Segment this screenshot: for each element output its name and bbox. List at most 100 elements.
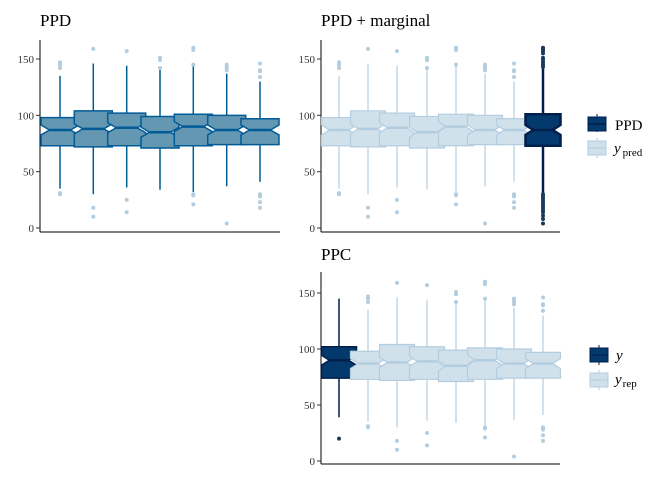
outlier-point xyxy=(337,66,341,71)
outlier-point xyxy=(483,279,487,284)
outlier-point xyxy=(541,302,545,307)
legend-key-y xyxy=(589,345,609,365)
outlier-point xyxy=(395,49,399,54)
outlier-point xyxy=(337,191,341,196)
box-body xyxy=(40,116,80,147)
outlier-point xyxy=(191,192,196,197)
box xyxy=(240,61,280,210)
outlier-point xyxy=(395,438,399,443)
outlier-point xyxy=(425,431,429,435)
outlier-point xyxy=(366,214,370,219)
outlier-point xyxy=(454,62,458,67)
outlier-point xyxy=(483,435,487,440)
y-tick-label: 150 xyxy=(299,288,316,300)
outlier-point xyxy=(454,192,458,197)
legend-key-ppd xyxy=(587,114,607,132)
box xyxy=(466,62,504,226)
outlier-point xyxy=(158,55,162,60)
outlier-point xyxy=(395,210,399,215)
y-tick-label: 0 xyxy=(29,223,35,235)
box xyxy=(73,46,114,219)
box xyxy=(349,294,387,430)
outlier-point xyxy=(224,62,229,67)
outlier-point xyxy=(191,45,196,50)
outlier-point xyxy=(395,197,399,202)
box xyxy=(408,55,446,190)
legend: PPD y pred xyxy=(587,114,643,159)
box xyxy=(173,45,214,207)
outlier-point xyxy=(191,202,196,207)
box xyxy=(466,279,504,440)
boxes xyxy=(320,45,562,226)
box xyxy=(524,295,562,443)
box xyxy=(320,60,358,197)
outlier-point xyxy=(541,45,545,50)
y-tick-label: 0 xyxy=(310,223,316,235)
outlier-point xyxy=(337,436,341,441)
y-tick-label: 150 xyxy=(299,54,316,66)
legend-label: PPD xyxy=(615,118,643,134)
outlier-point xyxy=(58,66,62,71)
outlier-point xyxy=(395,280,399,285)
outlier-point xyxy=(512,75,516,80)
outlier-point xyxy=(158,66,162,71)
outlier-point xyxy=(512,200,516,205)
box-body xyxy=(524,351,562,379)
outlier-point xyxy=(512,454,516,459)
outlier-point xyxy=(541,438,545,443)
box xyxy=(140,55,180,190)
box xyxy=(206,62,247,226)
outlier-point xyxy=(483,221,487,226)
legend-label: y xyxy=(614,348,623,364)
outlier-point xyxy=(425,66,429,71)
outlier-point xyxy=(425,55,429,60)
y-tick-label: 100 xyxy=(18,110,35,122)
outlier-point xyxy=(337,60,341,65)
legend-label: y pred xyxy=(612,141,643,159)
y-tick-label: 50 xyxy=(23,167,35,179)
outlier-point xyxy=(541,308,545,313)
outlier-point xyxy=(91,214,96,219)
outlier-point xyxy=(58,191,62,196)
outlier-point xyxy=(512,61,516,66)
outlier-point xyxy=(191,62,196,67)
box xyxy=(106,49,147,215)
panel-ppd-marginal: PPD + marginal 0 50 100 150 PPD y pred xyxy=(299,11,643,235)
outlier-point xyxy=(512,192,516,197)
box xyxy=(524,45,562,226)
outlier-point xyxy=(366,424,370,429)
outlier-point xyxy=(512,296,516,301)
outlier-point xyxy=(483,62,487,67)
outlier-point xyxy=(541,425,545,430)
outlier-point xyxy=(512,68,516,73)
panel-ppc: PPC 0 50 100 150 y yrep xyxy=(299,245,638,468)
outlier-point xyxy=(454,202,458,207)
outlier-point xyxy=(454,289,458,294)
box xyxy=(408,283,446,448)
outlier-point xyxy=(258,192,262,197)
outlier-point xyxy=(541,433,545,438)
y-tick-label: 50 xyxy=(304,400,316,412)
outlier-point xyxy=(395,447,399,452)
outlier-point xyxy=(483,296,487,301)
outlier-point xyxy=(91,205,96,210)
outlier-point xyxy=(483,425,487,430)
outlier-point xyxy=(425,283,429,288)
outlier-point xyxy=(124,197,129,202)
legend-key-ypred xyxy=(587,138,607,158)
outlier-point xyxy=(91,46,96,51)
outlier-point xyxy=(124,49,129,54)
outlier-point xyxy=(541,216,545,221)
outlier-point xyxy=(224,221,229,226)
panel-title: PPD + marginal xyxy=(321,11,431,30)
y-tick-label: 150 xyxy=(18,54,35,66)
outlier-point xyxy=(258,200,262,205)
legend-label: yrep xyxy=(613,372,637,390)
outlier-point xyxy=(541,295,545,300)
outlier-point xyxy=(366,299,370,304)
outlier-point xyxy=(425,443,429,448)
outlier-point xyxy=(541,221,545,226)
outlier-point xyxy=(541,192,545,197)
outlier-point xyxy=(258,61,262,66)
